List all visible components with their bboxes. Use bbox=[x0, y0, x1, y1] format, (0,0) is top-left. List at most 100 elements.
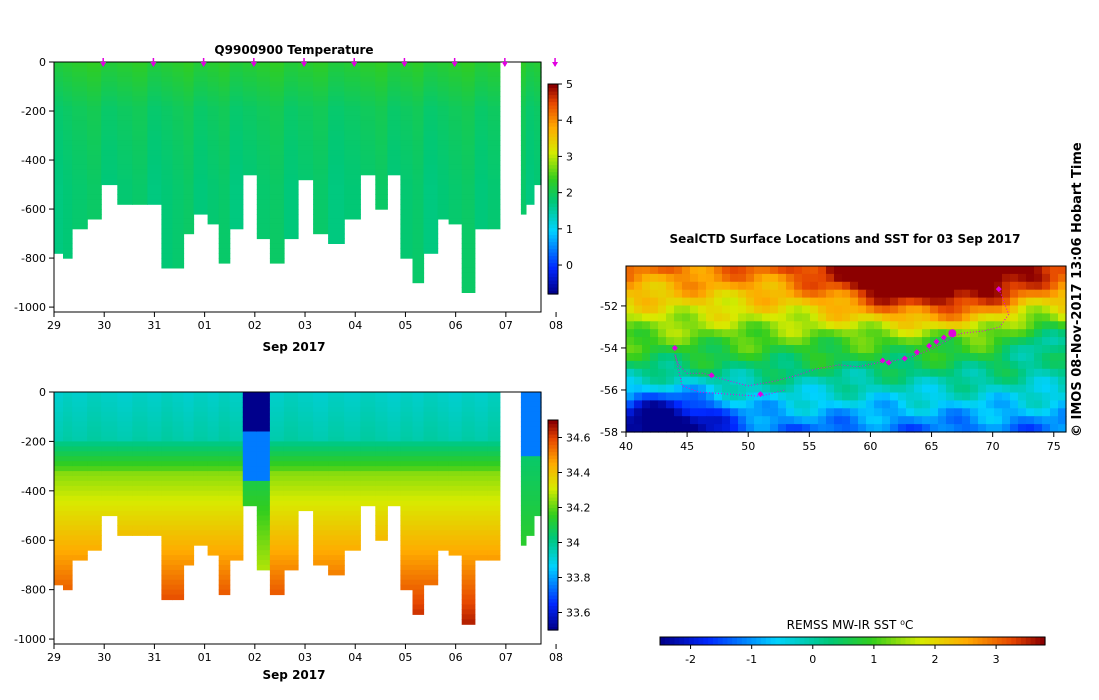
profile-cell bbox=[474, 111, 489, 117]
profile-cell bbox=[437, 204, 450, 210]
profile-cell bbox=[400, 81, 413, 88]
profile-cell bbox=[400, 456, 413, 462]
profile-cell bbox=[474, 86, 489, 92]
profile-cell bbox=[375, 76, 388, 83]
profile-cell bbox=[375, 515, 388, 521]
profile-cell bbox=[461, 243, 476, 249]
profile-cell bbox=[525, 145, 535, 151]
profile-cell bbox=[269, 204, 285, 210]
sst-cell bbox=[946, 400, 955, 409]
profile-cell bbox=[172, 392, 185, 398]
profile-cell bbox=[63, 214, 73, 220]
profile-cell bbox=[461, 461, 476, 467]
sst-cell bbox=[794, 297, 803, 307]
sst-cell bbox=[874, 273, 883, 283]
colorbar-swatch bbox=[1025, 637, 1032, 645]
profile-cell bbox=[256, 76, 271, 83]
sst-cell bbox=[962, 329, 971, 338]
x-tick-label: 07 bbox=[499, 319, 513, 332]
colorbar-swatch bbox=[712, 637, 719, 645]
profile-cell bbox=[487, 485, 501, 492]
profile-cell bbox=[344, 111, 361, 117]
profile-cell bbox=[344, 184, 361, 190]
profile-cell bbox=[474, 426, 489, 433]
colorbar-swatch bbox=[828, 637, 834, 645]
profile-cell bbox=[218, 466, 231, 472]
profile-cell bbox=[448, 525, 463, 531]
profile-cell bbox=[487, 456, 501, 462]
profile-cell bbox=[387, 392, 402, 398]
profile-cell bbox=[412, 480, 425, 487]
profile-cell bbox=[54, 396, 64, 403]
sst-cell bbox=[730, 337, 739, 346]
profile-cell bbox=[132, 62, 148, 68]
profile-cell bbox=[193, 150, 209, 156]
colorbar-swatch bbox=[987, 637, 993, 645]
profile-cell bbox=[461, 431, 476, 437]
sst-cell bbox=[642, 337, 651, 346]
sst-cell bbox=[674, 400, 683, 409]
sst-cell bbox=[1058, 266, 1067, 275]
sst-cell bbox=[834, 353, 843, 362]
profile-cell bbox=[387, 476, 402, 482]
profile-cell bbox=[525, 466, 535, 472]
profile-cell bbox=[132, 120, 148, 127]
profile-cell bbox=[520, 490, 527, 497]
colorbar-swatch bbox=[833, 637, 839, 645]
profile-cell bbox=[87, 456, 102, 462]
profile-cell bbox=[269, 238, 285, 244]
profile-cell bbox=[229, 401, 244, 408]
sst-cell bbox=[770, 400, 779, 409]
profile-cell bbox=[54, 238, 64, 244]
sst-cell bbox=[834, 408, 843, 417]
sst-cell bbox=[650, 360, 659, 370]
sst-cell bbox=[890, 424, 899, 433]
profile-cell bbox=[72, 411, 88, 418]
profile-cell bbox=[207, 91, 220, 97]
sst-cell bbox=[834, 337, 843, 346]
profile-cell bbox=[101, 155, 118, 161]
sst-cell bbox=[1050, 289, 1059, 299]
sst-cell bbox=[866, 376, 875, 386]
profile-cell bbox=[161, 446, 173, 452]
profile-cell bbox=[298, 106, 314, 112]
colorbar-swatch bbox=[674, 637, 680, 645]
profile-cell bbox=[101, 125, 118, 132]
sst-cell bbox=[938, 416, 947, 425]
sst-cell bbox=[938, 337, 947, 346]
profile-cell bbox=[218, 569, 231, 576]
profile-cell bbox=[63, 396, 73, 403]
y-tick-label: -600 bbox=[21, 203, 46, 216]
profile-cell bbox=[183, 555, 195, 561]
profile-cell bbox=[161, 248, 173, 254]
sst-cell bbox=[1018, 376, 1027, 386]
profile-cell bbox=[117, 510, 133, 517]
sst-cell bbox=[770, 297, 779, 307]
sst-cell bbox=[730, 321, 739, 330]
profile-cell bbox=[183, 520, 195, 526]
profile-cell bbox=[437, 76, 450, 83]
sst-cell bbox=[1026, 416, 1035, 425]
profile-cell bbox=[72, 451, 88, 457]
sst-cell bbox=[842, 281, 851, 291]
profile-cell bbox=[474, 436, 489, 442]
sst-cell bbox=[1042, 384, 1051, 394]
profile-cell bbox=[161, 101, 173, 107]
colorbar-swatch bbox=[548, 458, 558, 463]
profile-cell bbox=[461, 476, 476, 482]
profile-cell bbox=[328, 233, 345, 240]
profile-cell bbox=[132, 441, 148, 447]
profile-cell bbox=[161, 66, 173, 73]
sst-cell bbox=[874, 289, 883, 299]
sst-cell bbox=[994, 400, 1003, 409]
sst-cell bbox=[834, 289, 843, 299]
colorbar-swatch bbox=[548, 549, 558, 554]
sst-cell bbox=[1002, 266, 1011, 275]
profile-cell bbox=[256, 140, 271, 146]
sst-cell bbox=[978, 408, 987, 417]
profile-cell bbox=[54, 406, 64, 413]
profile-cell bbox=[183, 515, 195, 521]
profile-cell bbox=[525, 96, 535, 102]
profile-cell bbox=[193, 456, 209, 462]
sst-cell bbox=[890, 305, 899, 314]
